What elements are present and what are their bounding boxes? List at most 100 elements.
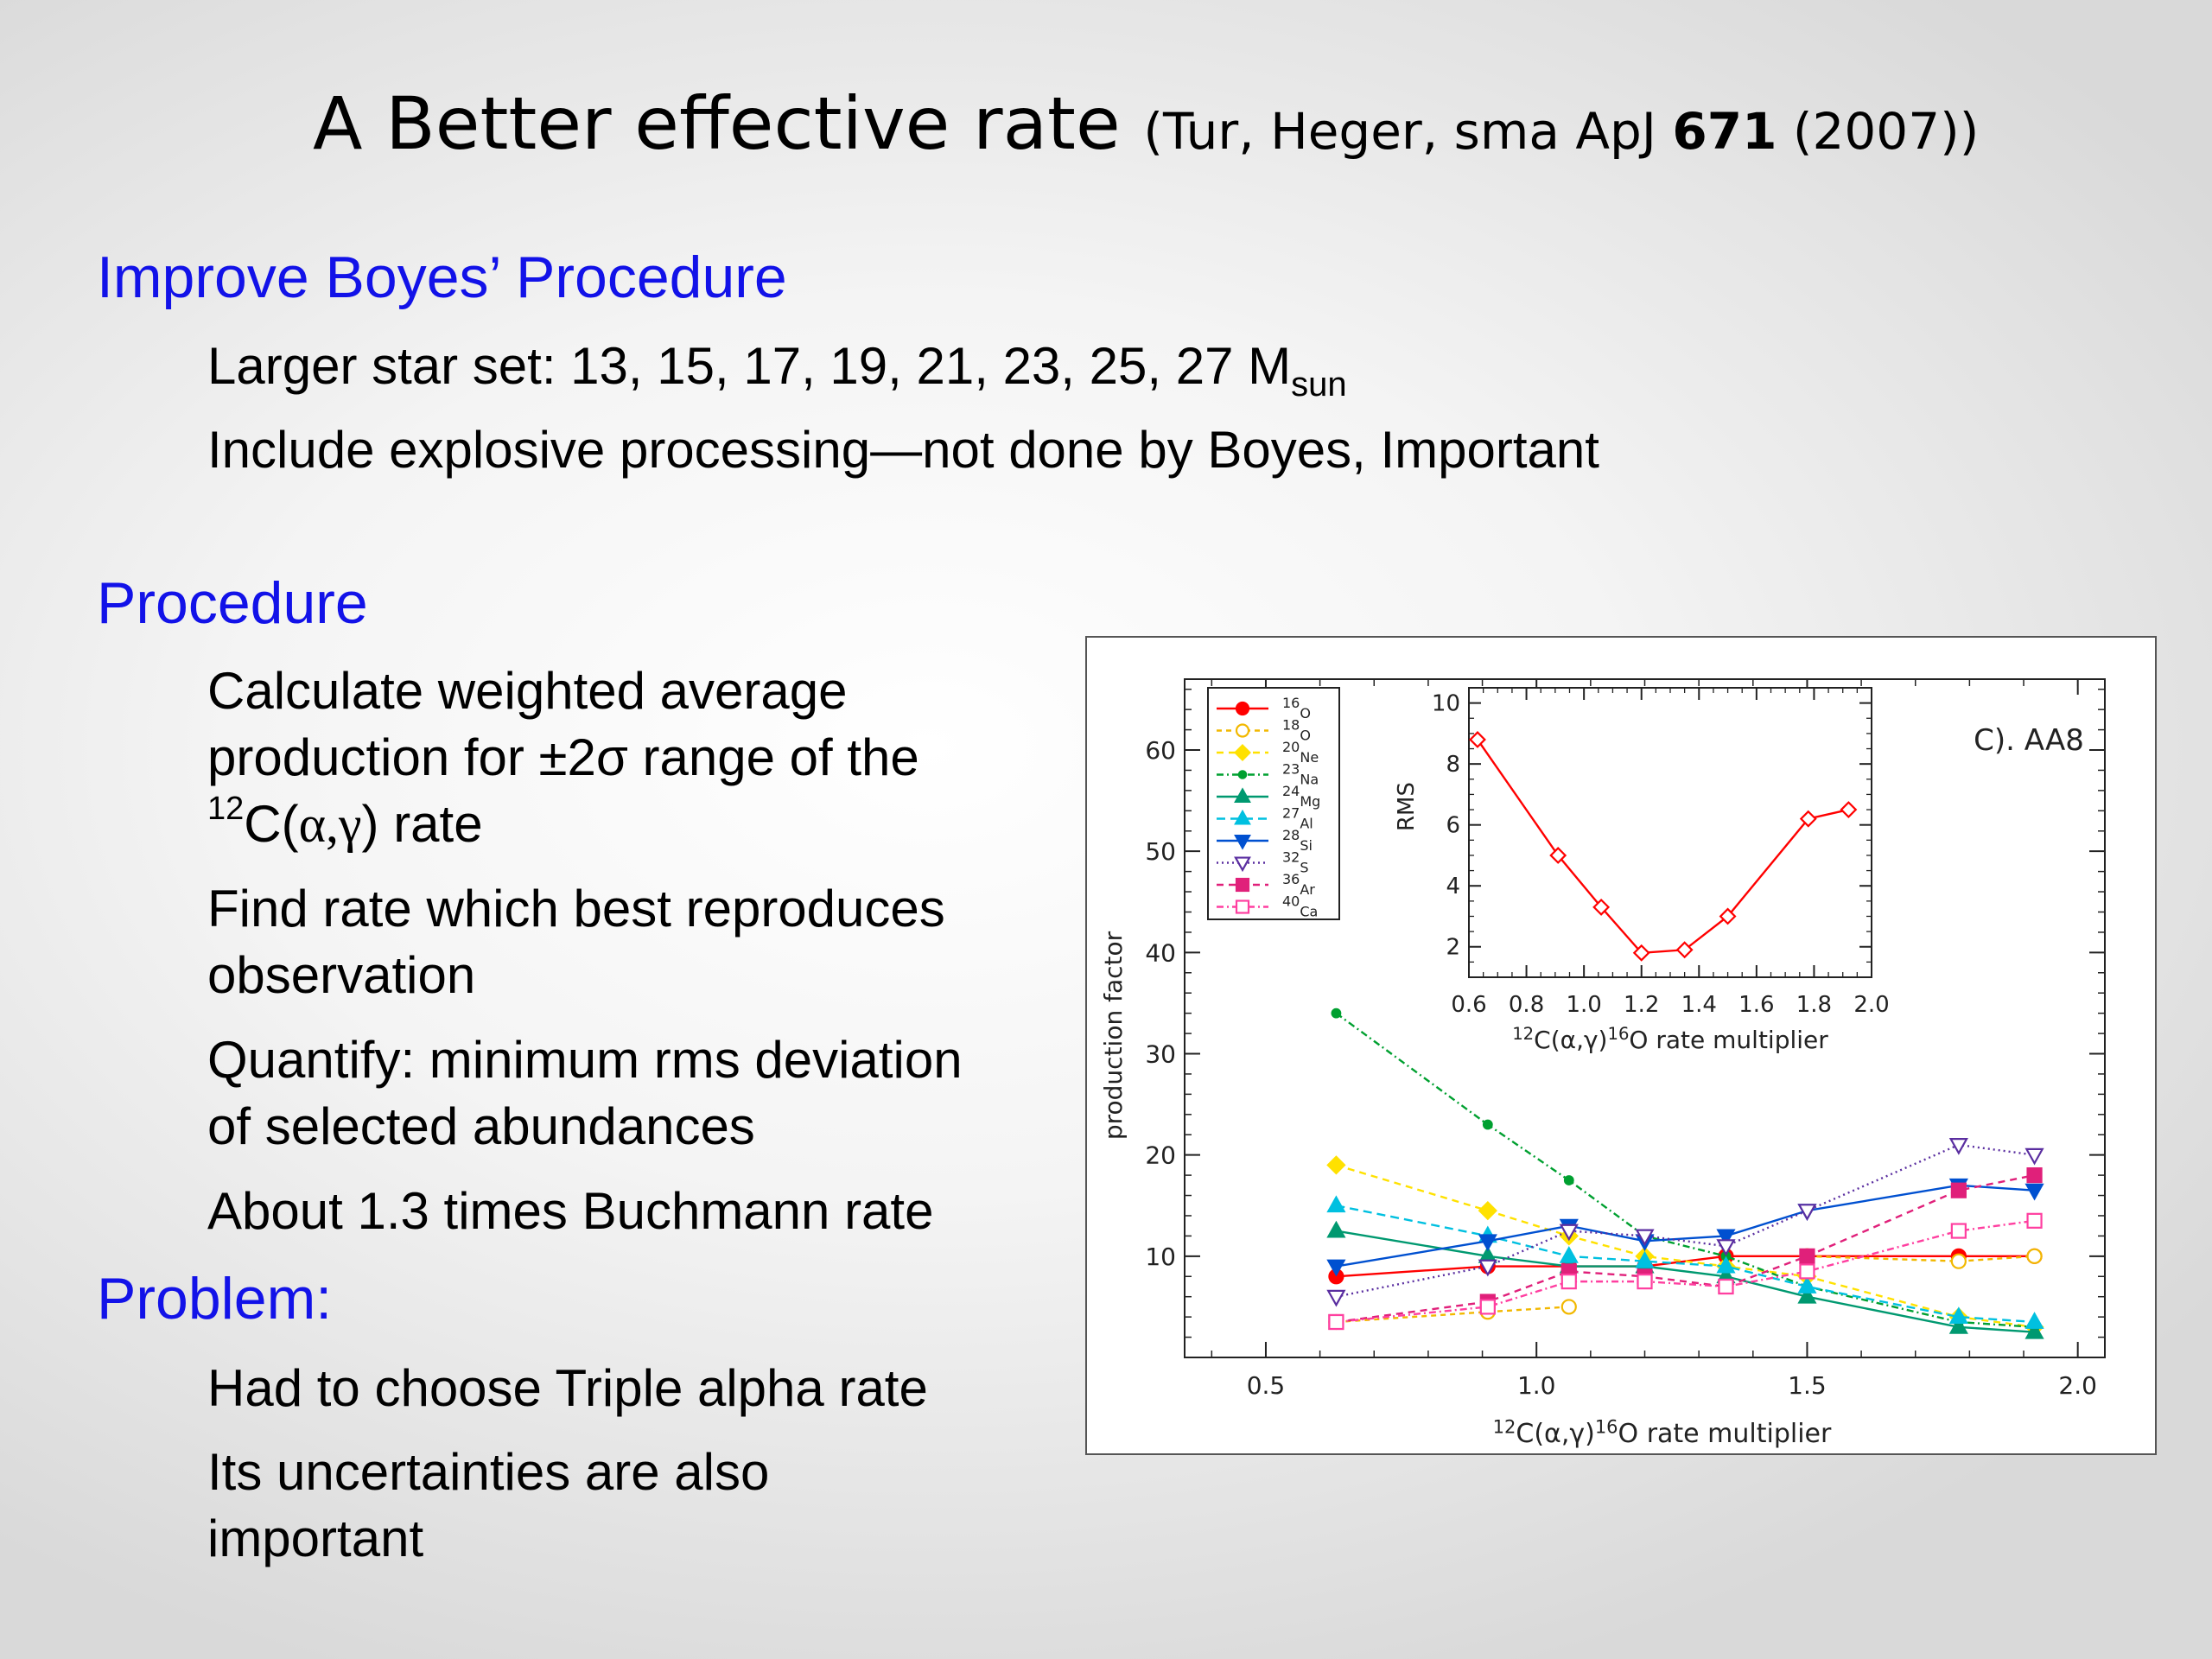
x-tick-label: 1.0 xyxy=(1566,992,1601,1018)
title-main: A Better effective rate xyxy=(313,81,1121,166)
data-point xyxy=(1563,1175,1574,1185)
bullet-line: important xyxy=(207,1510,424,1567)
production-factor-figure: 0.5 1.0 1.5 2.0 10 20 30 40 50 60 production facto… xyxy=(1085,636,2157,1455)
data-point xyxy=(2024,1147,2044,1166)
data-point xyxy=(1797,1204,1817,1221)
bullet-find-rate: Find rate which best reproduces observat… xyxy=(207,875,945,1008)
data-point xyxy=(1326,1220,1346,1238)
legend-marker xyxy=(1234,856,1251,873)
data-point xyxy=(1478,1200,1497,1221)
legend-mass-number: 20 xyxy=(1282,739,1300,755)
section-heading-procedure: Procedure xyxy=(97,570,368,636)
series-line xyxy=(1336,1164,2035,1329)
data-point xyxy=(2024,1312,2044,1329)
msun-subscript: sun xyxy=(1291,365,1347,404)
data-point xyxy=(1948,1317,1968,1334)
data-point xyxy=(2026,1248,2043,1264)
data-point xyxy=(1716,1255,1736,1274)
legend-mass-number: 27 xyxy=(1282,805,1300,822)
series-16O xyxy=(1328,1248,2043,1285)
bullet-explosive: Include explosive processing—not done by… xyxy=(207,421,1599,479)
y-tick-label: 20 xyxy=(1145,1141,1176,1170)
axis-title-superscript: 16 xyxy=(1595,1417,1618,1438)
legend-marker xyxy=(1234,809,1251,825)
axis-title-reaction: C(α,γ) xyxy=(1534,1026,1607,1054)
legend-entry-32S: 32S xyxy=(1217,849,1309,876)
series-32S xyxy=(1326,1138,2044,1307)
figure-svg: 0.5 1.0 1.5 2.0 10 20 30 40 50 60 production facto… xyxy=(1099,678,2106,1449)
series-line xyxy=(1336,1230,2035,1333)
data-point xyxy=(1797,1286,1817,1304)
inset-rms-chart: 0.6 0.8 1.0 1.2 1.4 1.6 1.8 2.0 2 4 6 8 10 RMS 12C(α,γ… xyxy=(1394,687,1890,1054)
y-tick-label: 10 xyxy=(1432,691,1460,717)
data-point xyxy=(1799,1263,1815,1280)
axis-title-reaction: C(α,γ) xyxy=(1516,1419,1594,1449)
legend-element: Al xyxy=(1300,816,1313,832)
legend-entry-28Si: 28Si xyxy=(1217,827,1313,854)
legend-label: 27Al xyxy=(1282,805,1313,832)
slide-title: A Better effective rate (Tur, Heger, sma… xyxy=(313,82,1979,166)
bullet-line: Its uncertainties are also xyxy=(207,1443,770,1501)
data-point xyxy=(2026,1167,2043,1184)
y-tick-label: 6 xyxy=(1446,813,1460,839)
y-tick-label: 8 xyxy=(1446,752,1460,778)
series-line xyxy=(1336,1143,2035,1298)
series-line xyxy=(1336,1255,2035,1278)
rms-data-point xyxy=(1675,941,1694,959)
legend-mass-number: 23 xyxy=(1282,761,1300,778)
series-line xyxy=(1335,1012,2035,1329)
series-24Mg xyxy=(1326,1220,2044,1339)
legend-element: Mg xyxy=(1300,793,1320,810)
section-heading-problem: Problem: xyxy=(97,1266,333,1332)
bullet-line: Quantify: minimum rms deviation xyxy=(207,1031,963,1089)
data-point xyxy=(1950,1182,1967,1198)
legend-entry-40Ca: 40Ca xyxy=(1217,893,1318,920)
legend-element: S xyxy=(1300,860,1308,876)
rms-line xyxy=(1477,739,1849,955)
bullet-quantify: Quantify: minimum rms deviation of selec… xyxy=(207,1027,963,1160)
legend-element: Ca xyxy=(1300,904,1318,920)
data-point xyxy=(1326,1195,1346,1213)
rms-data-point xyxy=(1592,898,1611,916)
title-citation: (Tur, Heger, sma ApJ 671 (2007)) xyxy=(1143,102,1979,161)
data-point xyxy=(2024,1183,2044,1201)
axis-title-superscript: 12 xyxy=(1493,1417,1516,1438)
x-tick-label: 1.6 xyxy=(1738,992,1774,1018)
y-tick-label: 4 xyxy=(1446,874,1460,899)
series-line xyxy=(1336,1173,2035,1324)
bullet-buchmann: About 1.3 times Buchmann rate xyxy=(207,1182,934,1240)
series-line xyxy=(1336,1205,2035,1324)
data-point xyxy=(1479,1299,1496,1315)
section-heading-improve: Improve Boyes’ Procedure xyxy=(97,245,787,310)
data-point xyxy=(1559,1245,1579,1263)
data-point xyxy=(1948,1138,1968,1155)
y-tick-label: 30 xyxy=(1145,1040,1176,1069)
legend-mass-number: 16 xyxy=(1282,695,1300,711)
bullet-triple-alpha: Had to choose Triple alpha rate xyxy=(207,1359,928,1417)
x-tick-label: 0.6 xyxy=(1451,992,1486,1018)
data-point xyxy=(1560,1274,1577,1290)
rms-data-point xyxy=(1719,907,1737,925)
data-point xyxy=(1797,1276,1817,1294)
legend-label: 40Ca xyxy=(1282,893,1318,920)
y-tick-label: 2 xyxy=(1446,935,1460,961)
legend-element: Ne xyxy=(1300,749,1319,766)
legend-element: O xyxy=(1300,705,1311,721)
legend-label: 23Na xyxy=(1282,761,1319,788)
x-tick-label: 1.4 xyxy=(1681,992,1717,1018)
reaction-greek: α,γ xyxy=(298,796,362,853)
rms-data-point xyxy=(1632,944,1650,962)
legend-entry-36Ar: 36Ar xyxy=(1217,871,1315,898)
legend-marker xyxy=(1235,899,1250,914)
legend-marker xyxy=(1235,723,1250,738)
legend-entry-24Mg: 24Mg xyxy=(1217,783,1320,810)
legend-element: Ar xyxy=(1300,881,1315,898)
x-axis-title: 12C(α,γ)16O rate multiplier xyxy=(1512,1024,1828,1054)
series-23Na xyxy=(1331,1007,2040,1332)
legend-mass-number: 36 xyxy=(1282,871,1300,887)
bullet-line: 12C(α,γ) rate xyxy=(207,791,919,858)
series-line xyxy=(1336,1306,1569,1324)
citation-volume: 671 xyxy=(1672,102,1777,161)
data-point xyxy=(2026,1212,2043,1229)
bullet-star-set: Larger star set: 13, 15, 17, 19, 21, 23,… xyxy=(207,333,1347,418)
